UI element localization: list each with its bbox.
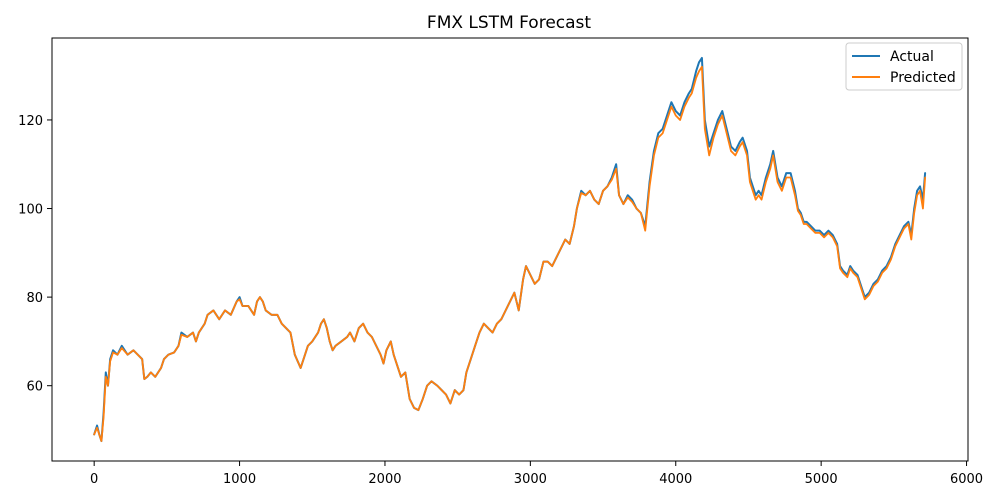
- plot-frame: [51, 37, 969, 462]
- series-line-predicted: [93, 65, 927, 442]
- y-tick-label: 60: [26, 380, 43, 395]
- plot-layer: [93, 56, 927, 443]
- x-tick-label: 3000: [514, 472, 547, 487]
- series-line-actual: [93, 56, 927, 443]
- legend: Actual Predicted: [845, 42, 963, 91]
- legend-predicted-label: Predicted: [890, 70, 956, 86]
- x-tick-label: 1000: [223, 472, 256, 487]
- x-tick-label: 4000: [659, 472, 692, 487]
- y-tick-label: 80: [26, 291, 43, 306]
- x-tick-label: 6000: [950, 472, 983, 487]
- x-tick-label: 5000: [805, 472, 838, 487]
- x-tick-label: 2000: [368, 472, 401, 487]
- legend-actual-label: Actual: [890, 49, 934, 65]
- legend-box: [845, 42, 963, 91]
- x-tick-label: 0: [90, 472, 98, 487]
- axis-layer: 0 1000 2000 3000 4000 5000 6000 60 80 100 120: [18, 37, 983, 487]
- chart-title: FMX LSTM Forecast: [427, 13, 591, 33]
- y-tick-label: 100: [18, 203, 43, 218]
- y-tick-label: 120: [18, 114, 43, 129]
